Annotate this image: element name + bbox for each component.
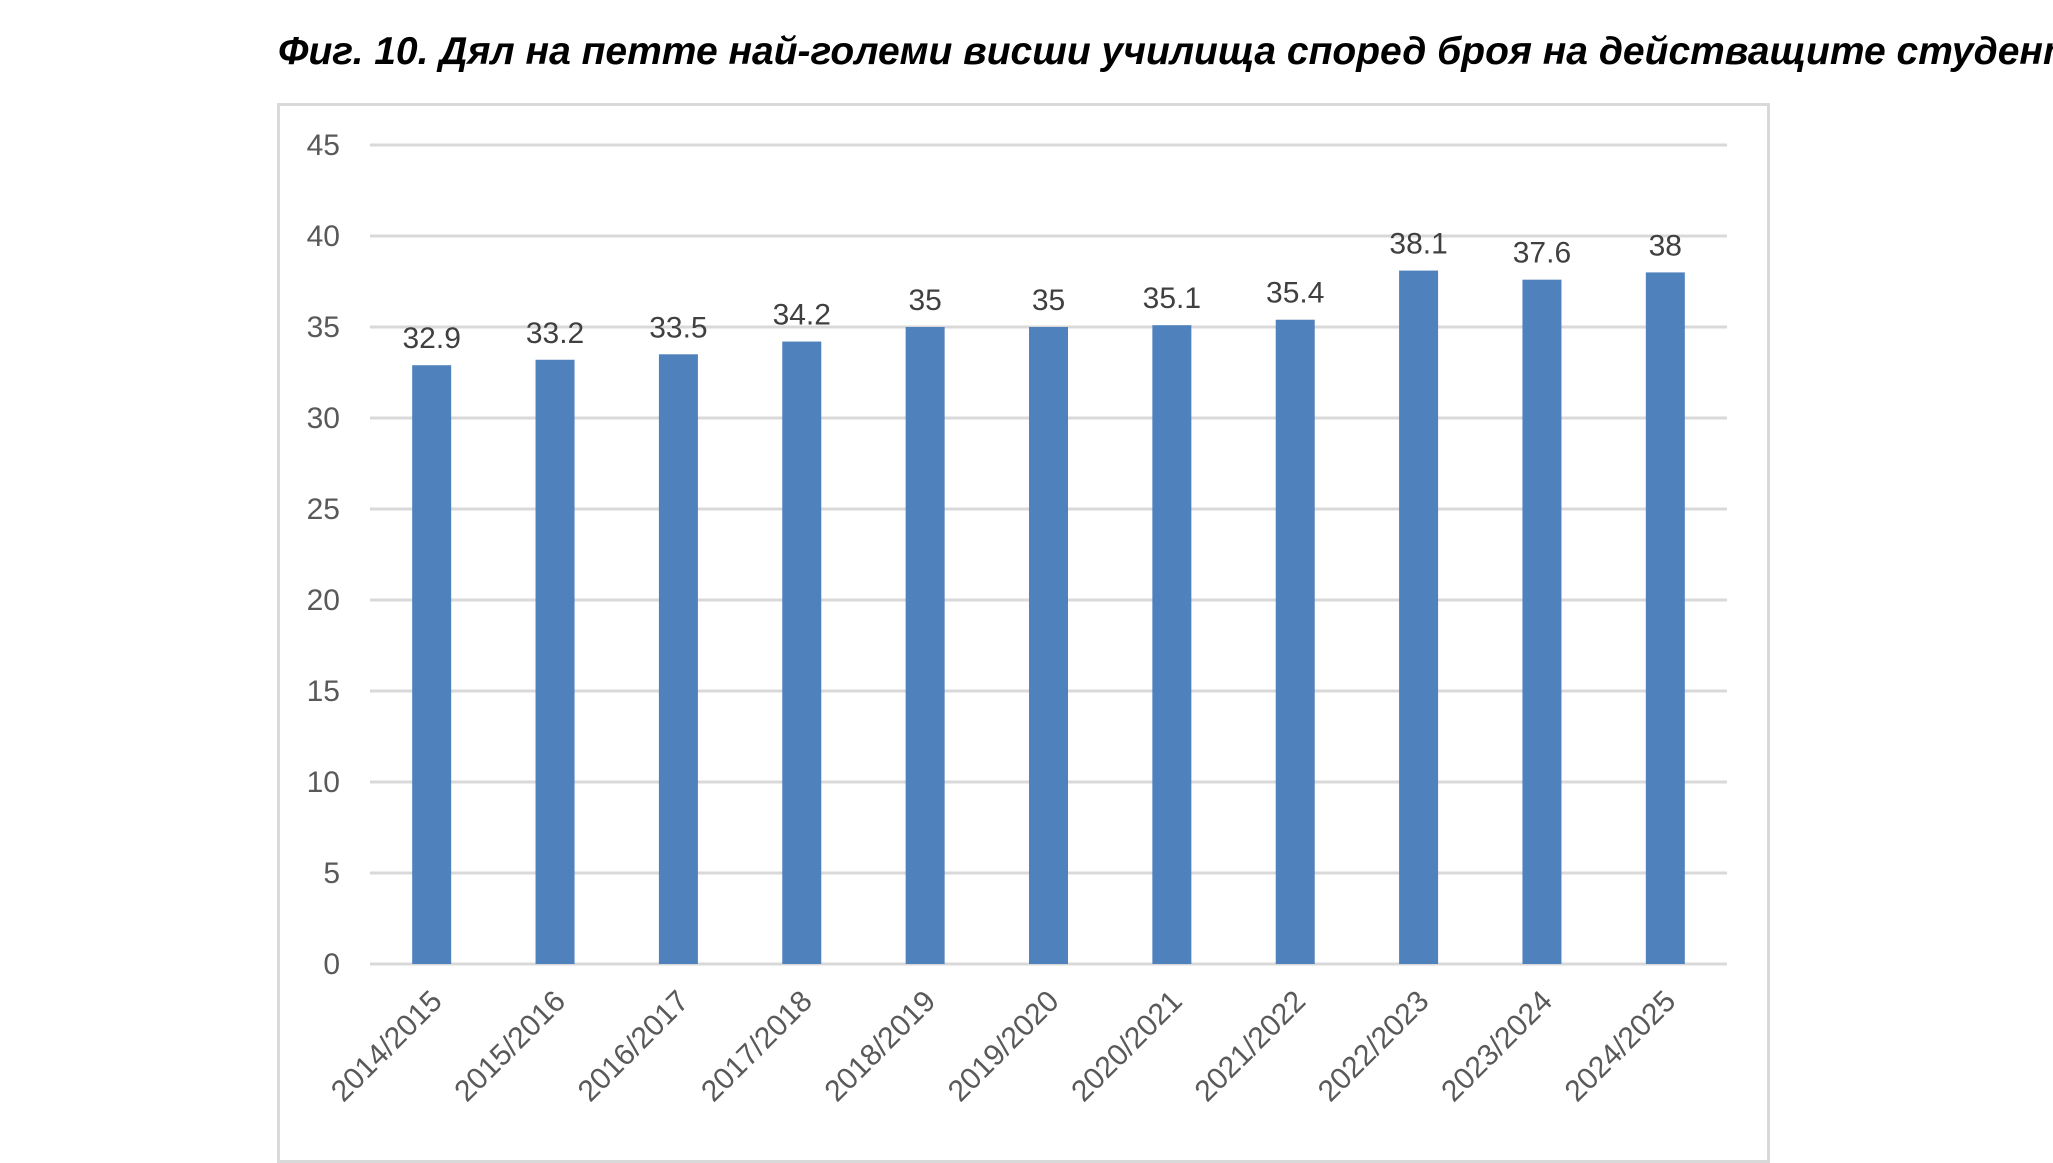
x-tick-label: 2015/2016: [448, 985, 572, 1109]
bar: [535, 359, 575, 964]
data-label: 38.1: [1389, 228, 1447, 261]
y-tick-label: 35: [307, 311, 340, 344]
bars: [412, 270, 1685, 965]
x-tick-label: 2024/2025: [1559, 985, 1683, 1109]
bar: [1152, 325, 1192, 964]
data-label: 35: [1032, 284, 1065, 317]
bar: [1645, 272, 1685, 964]
x-tick-label: 2018/2019: [818, 985, 942, 1109]
data-label: 35.1: [1143, 282, 1201, 315]
bar: [1029, 327, 1068, 964]
bar: [1275, 319, 1315, 965]
x-tick-label: 2016/2017: [572, 985, 696, 1109]
y-tick-label: 10: [307, 766, 340, 799]
y-tick-label: 20: [307, 584, 340, 617]
data-labels: 32.9 33.2 33.5 34.2 35 35 35.1 35.4 38.1 37.6 38: [402, 228, 1682, 356]
bar: [412, 365, 452, 965]
bar: [1522, 279, 1562, 964]
data-label: 35.4: [1266, 277, 1324, 310]
chart-frame: [277, 103, 1770, 1163]
x-tick-label: 2017/2018: [695, 985, 819, 1109]
x-tick-label: 2021/2022: [1189, 985, 1313, 1109]
x-axis-ticks: 2014/2015 2015/2016 2016/2017 2017/2018 2018…: [325, 985, 1682, 1109]
data-label: 37.6: [1513, 237, 1571, 270]
x-tick-label: 2020/2021: [1065, 985, 1189, 1109]
x-tick-label: 2019/2020: [942, 985, 1066, 1109]
x-tick-label: 2014/2015: [325, 985, 449, 1109]
y-tick-label: 0: [323, 948, 340, 981]
x-tick-label: 2022/2023: [1312, 985, 1436, 1109]
bar: [658, 354, 698, 964]
data-label: 38: [1649, 229, 1682, 262]
bar: [782, 341, 822, 964]
figure-title: Фиг. 10. Дял на петте най-големи висши у…: [278, 30, 2053, 73]
bar: [905, 327, 945, 964]
y-tick-label: 40: [307, 220, 340, 253]
data-label: 32.9: [402, 322, 460, 355]
y-tick-label: 5: [323, 857, 340, 890]
y-axis-ticks: 0 5 10 15 20 25 30 35 40 45: [307, 129, 340, 981]
y-tick-label: 25: [307, 493, 340, 526]
data-label: 33.5: [649, 311, 707, 344]
data-label: 33.2: [526, 317, 584, 350]
data-label: 34.2: [773, 299, 831, 332]
bar: [1399, 270, 1439, 965]
data-label: 35: [908, 284, 941, 317]
y-tick-label: 45: [307, 129, 340, 162]
y-tick-label: 30: [307, 402, 340, 435]
x-tick-label: 2023/2024: [1435, 985, 1559, 1109]
y-tick-label: 15: [307, 675, 340, 708]
